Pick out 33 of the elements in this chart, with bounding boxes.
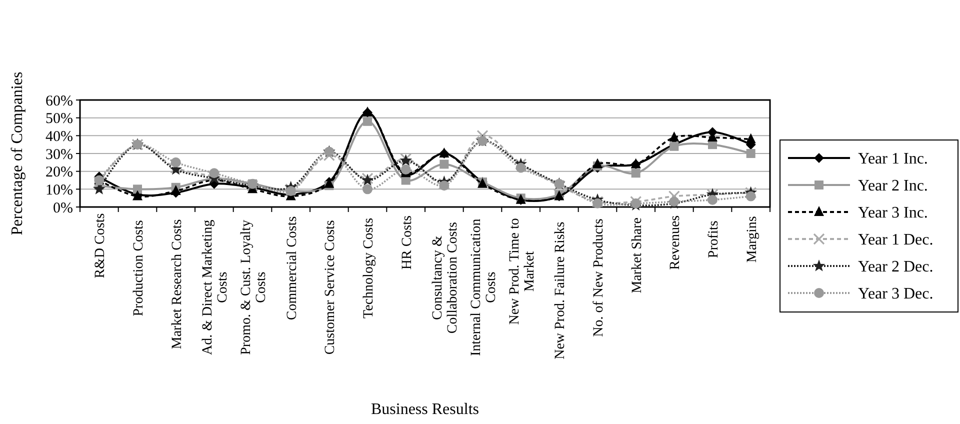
x-axis-title: Business Results	[370, 401, 480, 418]
x-tick-label: Customer Service Costs	[323, 220, 338, 355]
legend-label: Year 3 Inc.	[858, 204, 928, 222]
x-tick-label: Market Research Costs	[170, 219, 185, 350]
x-tick-label: Market Share	[630, 217, 645, 294]
y-tick-label: 0%	[53, 200, 73, 216]
x-tick-label: Internal Communication Costs	[469, 218, 499, 356]
legend-label: Year 3 Dec.	[858, 286, 934, 303]
y-tick-label: 40%	[46, 128, 73, 145]
x-tick-label: Commercial Costs	[284, 216, 300, 320]
y-tick-label: 50%	[46, 111, 73, 128]
legend-label: Year 2 Dec.	[858, 258, 934, 276]
x-tick-label: Revenues	[668, 215, 684, 270]
legend-label: Year 1 Inc.	[858, 150, 928, 168]
x-tick-label: Consultancy & Collaboration Costs	[430, 222, 461, 334]
legend-label: Year 2 Inc.	[858, 178, 928, 195]
y-tick-label: 30%	[46, 146, 73, 163]
x-tick-label: HR Costs	[400, 216, 415, 270]
legend-label: Year 1 Dec.	[858, 232, 934, 249]
x-tick-label: No. of New Products	[592, 218, 606, 337]
x-tick-label: Ad. & Direct Marketing Costs	[200, 220, 231, 356]
x-tick-label: Margins	[744, 216, 760, 263]
x-tick-label: Promo. & Cust. Loyalty Costs	[239, 220, 269, 355]
x-tick-label: R&D Costs	[93, 213, 108, 278]
x-tick-label: Production Costs	[132, 220, 146, 316]
x-tick-label: Profits	[706, 220, 722, 258]
y-tick-label: 20%	[46, 164, 73, 181]
y-tick-label: 60%	[46, 93, 73, 110]
x-tick-label: New Prod. Time to Market	[507, 218, 538, 325]
x-tick-label: Technology Costs	[362, 218, 376, 318]
y-tick-label: 10%	[46, 182, 73, 198]
x-tick-label: New Prod. Failure Risks	[553, 222, 568, 360]
y-axis-title: Percentage of Companies	[9, 72, 26, 236]
